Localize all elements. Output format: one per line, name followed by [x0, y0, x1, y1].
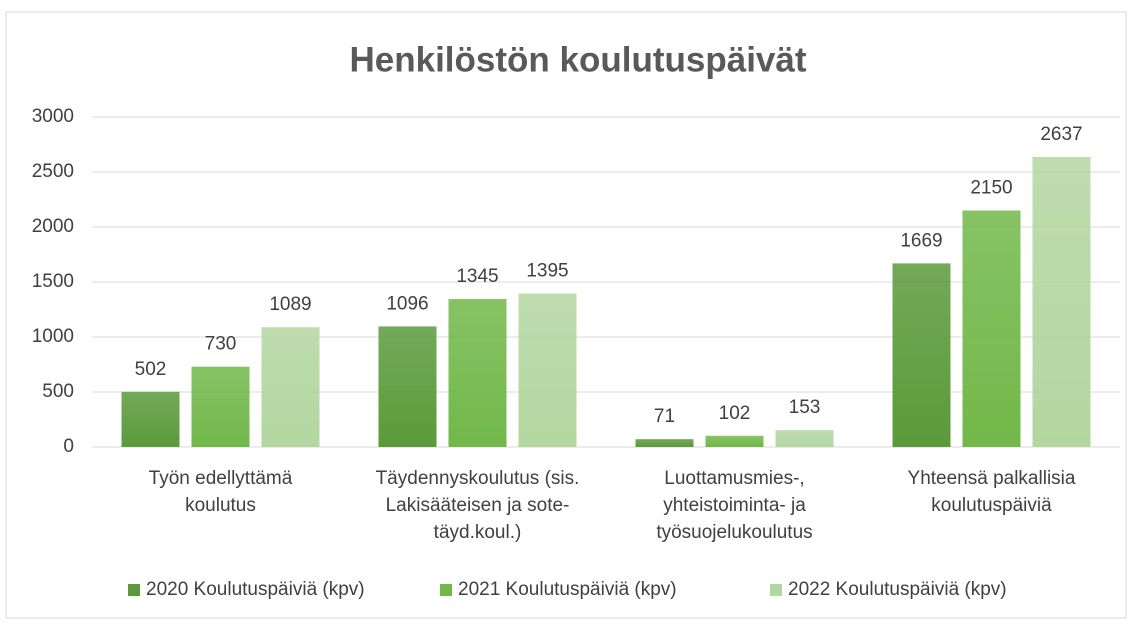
value-label: 1669	[900, 230, 942, 251]
y-tick-label: 0	[63, 436, 74, 457]
x-tick-label: Täydennyskoulutus (sis. Lakisääteisen ja …	[376, 468, 580, 543]
value-label: 502	[135, 359, 167, 380]
value-label: 102	[719, 403, 751, 424]
bar	[962, 210, 1021, 447]
y-tick-label: 3000	[32, 106, 74, 127]
y-tick-label: 500	[42, 381, 74, 402]
bar	[378, 326, 437, 447]
value-label: 2637	[1040, 124, 1082, 145]
bar	[1032, 156, 1091, 447]
bar	[261, 327, 320, 447]
legend-swatch	[770, 584, 782, 596]
value-label: 1345	[456, 266, 498, 287]
bar	[448, 299, 507, 447]
legend-label: 2021 Koulutuspäiviä (kpv)	[458, 579, 677, 600]
bar	[518, 293, 577, 447]
value-label: 1096	[386, 293, 428, 314]
legend-swatch	[440, 584, 452, 596]
x-tick-label: Työn edellyttämä koulutus	[149, 468, 293, 516]
legend-label: 2020 Koulutuspäiviä (kpv)	[146, 579, 365, 600]
value-label: 2150	[970, 178, 1012, 199]
value-label: 71	[654, 406, 675, 427]
bar	[191, 366, 250, 447]
bar	[635, 439, 694, 447]
value-label: 1089	[269, 294, 311, 315]
value-label: 730	[205, 334, 237, 355]
bar	[892, 263, 951, 447]
value-label: 153	[789, 397, 821, 418]
bar	[121, 391, 180, 447]
x-tick-label: Luottamusmies-, yhteistoiminta- ja työsuoj…	[656, 468, 812, 543]
y-tick-label: 1000	[32, 326, 74, 347]
value-label: 1395	[526, 261, 568, 282]
legend-label: 2022 Koulutuspäiviä (kpv)	[788, 579, 1007, 600]
bar	[705, 435, 764, 447]
y-tick-label: 2000	[32, 216, 74, 237]
y-tick-label: 2500	[32, 161, 74, 182]
bar	[775, 430, 834, 447]
x-tick-label: Yhteensä palkallisia koulutuspäiviä	[908, 468, 1076, 516]
chart-title: Henkilöstön koulutuspäivät	[350, 40, 807, 79]
y-tick-label: 1500	[32, 271, 74, 292]
legend-swatch	[128, 584, 140, 596]
